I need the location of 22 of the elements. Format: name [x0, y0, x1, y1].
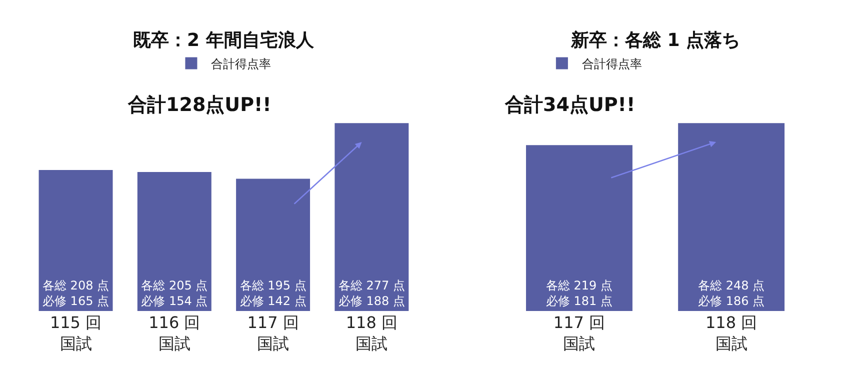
x-tick-label: 118 回国試: [346, 313, 398, 353]
data-label: 各総 248 点必修 186 点: [698, 278, 765, 308]
bar: [137, 172, 212, 312]
text: 合計34点UP!!: [504, 94, 636, 116]
text: 合計128点UP!!: [127, 94, 272, 116]
chart-title: 既卒：2 年間自宅浪人: [133, 30, 315, 51]
data-label: 各総 195 点必修 142 点: [240, 278, 306, 308]
data-label: 各総 205 点必修 154 点: [141, 278, 208, 308]
x-tick-label: 117 回国試: [247, 313, 299, 353]
data-label: 各総 219 点必修 181 点: [546, 278, 613, 308]
legend-label: 合計得点率: [582, 56, 642, 71]
x-tick-label: 118 回国試: [705, 313, 758, 353]
bar: [38, 170, 113, 312]
x-tick-label: 116 回国試: [148, 313, 200, 353]
data-label: 各総 277 点必修 188 点: [338, 278, 405, 308]
x-tick-label: 115 回国試: [50, 313, 102, 353]
x-tick-label: 117 回国試: [553, 313, 606, 353]
bar: [236, 178, 310, 312]
chart-title: 新卒：各総 1 点落ち: [570, 30, 740, 51]
data-label: 各総 208 点必修 165 点: [42, 278, 110, 308]
bar: [334, 123, 409, 312]
legend-label: 合計得点率: [211, 56, 272, 71]
